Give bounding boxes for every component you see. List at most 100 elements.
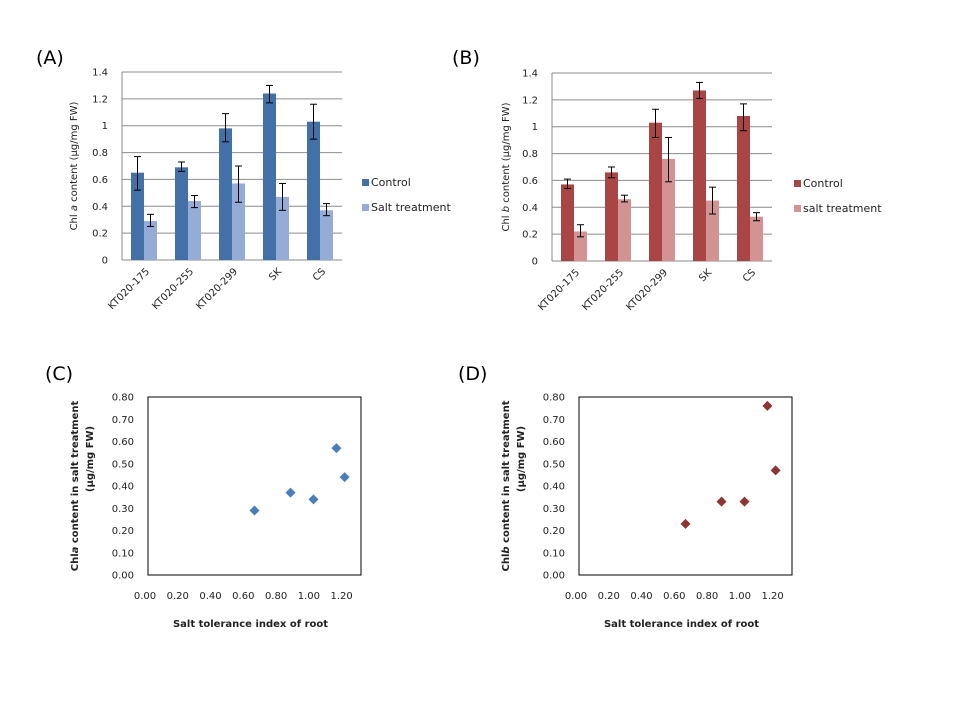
panel-b-legend-label: Control bbox=[803, 177, 843, 190]
panel-d-x-tick-label: 0.00 bbox=[565, 591, 587, 602]
panel-c-y-tick-label: 0.00 bbox=[112, 571, 134, 582]
panel-c-ylabel-prefix: Chl bbox=[70, 553, 81, 571]
panel-c-y-tick-label: 0.10 bbox=[112, 548, 134, 559]
panel-d-x-axis-title: Salt tolerance index of root bbox=[604, 619, 759, 630]
panel-a-y-tick-label: 0.8 bbox=[92, 148, 108, 159]
panel-b-bar bbox=[750, 216, 763, 261]
panel-c-y-tick-label: 0.30 bbox=[112, 504, 134, 515]
panel-c-y-tick-label: 0.40 bbox=[112, 482, 134, 493]
panel-a-bar bbox=[131, 172, 144, 260]
panel-c-y-tick-label: 0.80 bbox=[112, 393, 134, 404]
panel-c-x-tick-label: 0.00 bbox=[134, 591, 156, 602]
panel-d-data-point bbox=[680, 518, 691, 529]
panel-a-bar bbox=[320, 210, 333, 260]
panel-b-bars bbox=[561, 90, 763, 261]
panel-b-y-tick-label: 0.6 bbox=[522, 176, 538, 187]
panel-d-y-tick-label: 0.70 bbox=[543, 415, 565, 426]
panel-a-legend-label: Control bbox=[371, 176, 411, 189]
panel-c-y-tick-label: 0.20 bbox=[112, 526, 134, 537]
panel-b-error-bars bbox=[564, 81, 760, 238]
panel-c-y-axis-title-line1: Chla content in salt treatment bbox=[70, 401, 81, 572]
panel-d-x-tick-label: 0.80 bbox=[696, 591, 718, 602]
panel-a-label: (A) bbox=[36, 47, 64, 69]
panel-a-y-ticks: 0 0.2 0.4 0.6 0.8 1 1.2 1.4 bbox=[92, 68, 108, 267]
panel-a-bar bbox=[175, 167, 188, 260]
panel-b-bar bbox=[693, 90, 706, 261]
panel-a-bar bbox=[276, 196, 289, 260]
panel-b-legend: Control salt treatment bbox=[794, 177, 882, 215]
panel-a-ylabel-italic: a bbox=[69, 205, 80, 211]
panel-a-legend: Control Salt treatment bbox=[362, 176, 451, 214]
panel-a-bar bbox=[219, 128, 232, 260]
panel-b-bar bbox=[561, 184, 574, 261]
panel-c-x-tick-label: 1.20 bbox=[330, 591, 352, 602]
panel-a-bar bbox=[144, 221, 157, 260]
panel-a-error-bars bbox=[134, 84, 330, 227]
panel-c-plot-area bbox=[147, 396, 362, 576]
panel-c-data-point bbox=[285, 487, 296, 498]
panel-a-y-tick-label: 0.2 bbox=[92, 229, 108, 240]
panel-d-x-tick-label: 0.60 bbox=[663, 591, 685, 602]
panel-b-y-ticks: 0 0.2 0.4 0.6 0.8 1 1.2 1.4 bbox=[522, 69, 538, 268]
panel-d-y-ticks: 0.00 0.10 0.20 0.30 0.40 0.50 0.60 0.70 0.80 bbox=[543, 393, 565, 582]
panel-b-y-tick-label: 1.2 bbox=[522, 95, 538, 106]
panel-d-y-tick-label: 0.20 bbox=[543, 526, 565, 537]
panel-a-bar bbox=[307, 121, 320, 260]
panel-b-x-tick-label: KT020-299 bbox=[624, 267, 670, 313]
panel-c-points bbox=[249, 443, 350, 516]
panel-b-y-axis-title: Chl b content (µg/mg FW) bbox=[501, 102, 512, 231]
panel-c-x-ticks: 0.00 0.20 0.40 0.60 0.80 1.00 1.20 bbox=[134, 591, 353, 602]
panel-d-label: (D) bbox=[458, 363, 487, 385]
panel-b-y-tick-label: 0.8 bbox=[522, 149, 538, 160]
panel-a-y-tick-label: 1.4 bbox=[92, 68, 108, 79]
panel-b-legend-swatch bbox=[794, 205, 801, 212]
panel-d-y-axis-title-line2: (µg/mg FW) bbox=[516, 426, 527, 492]
panel-d-y-tick-label: 0.50 bbox=[543, 459, 565, 470]
panel-b-label: (B) bbox=[452, 47, 480, 69]
panel-d-points bbox=[680, 400, 781, 529]
panel-d-y-tick-label: 0.30 bbox=[543, 504, 565, 515]
panel-b-x-tick-label: CS bbox=[741, 267, 758, 284]
panel-c-y-tick-label: 0.50 bbox=[112, 459, 134, 470]
panel-b-ylabel-suffix: content (µg/mg FW) bbox=[501, 102, 512, 206]
panel-b-bar bbox=[737, 115, 750, 261]
panel-c-y-tick-label: 0.70 bbox=[112, 415, 134, 426]
panel-b-bar bbox=[706, 200, 719, 261]
panel-c-data-point bbox=[339, 472, 350, 483]
panel-b-x-tick-label: KT020-255 bbox=[580, 267, 626, 313]
panel-d-ylabel-italic: b bbox=[501, 546, 512, 553]
panel-c-y-tick-label: 0.60 bbox=[112, 437, 134, 448]
panel-d-y-axis-title-line1: Chlb content in salt treatment bbox=[501, 400, 512, 571]
panel-a-y-axis-title: Chl a content (µg/mg FW) bbox=[69, 101, 80, 230]
panel-c-x-tick-label: 0.20 bbox=[167, 591, 189, 602]
panel-d-data-point bbox=[716, 496, 727, 507]
panel-a-x-tick-label: SK bbox=[267, 266, 284, 283]
panel-c-ylabel-italic: a bbox=[70, 546, 81, 553]
panel-d-ylabel-prefix: Chl bbox=[501, 554, 512, 572]
panel-c-x-tick-label: 0.60 bbox=[232, 591, 254, 602]
panel-b-legend-swatch bbox=[794, 180, 801, 187]
panel-b-bar-chart: (B) 00.20.40.60.811.21.4 KT020-175KT020-… bbox=[452, 47, 882, 313]
panel-b-bar bbox=[662, 158, 675, 261]
panel-c-scatter-chart: (C) 0.00 0.10 0.20 0.30 0.40 0.50 0.60 0.70 0.80… bbox=[45, 363, 362, 630]
panel-a-x-tick-label: KT020-175 bbox=[106, 266, 152, 312]
panel-a-bar bbox=[263, 93, 276, 260]
panel-d-data-point bbox=[770, 465, 781, 476]
panel-b-x-tick-label: KT020-175 bbox=[536, 267, 582, 313]
panel-b-bar bbox=[605, 172, 618, 261]
panel-c-ylabel-suffix: content in salt treatment bbox=[70, 401, 81, 547]
panel-b-y-tick-label: 0.4 bbox=[522, 203, 538, 214]
panel-a-x-tick-label: KT020-299 bbox=[194, 266, 240, 312]
panel-c-x-tick-label: 0.80 bbox=[265, 591, 287, 602]
panel-b-y-tick-label: 0 bbox=[532, 257, 538, 268]
panel-a-ylabel-prefix: Chl bbox=[69, 211, 80, 230]
panel-a-legend-swatch bbox=[362, 179, 369, 186]
panel-a-bar bbox=[188, 200, 201, 260]
panel-a-bars bbox=[131, 93, 333, 260]
panel-b-ylabel-italic: b bbox=[501, 206, 512, 212]
panel-d-y-tick-label: 0.60 bbox=[543, 437, 565, 448]
panel-b-ylabel-prefix: Chl bbox=[501, 212, 512, 231]
